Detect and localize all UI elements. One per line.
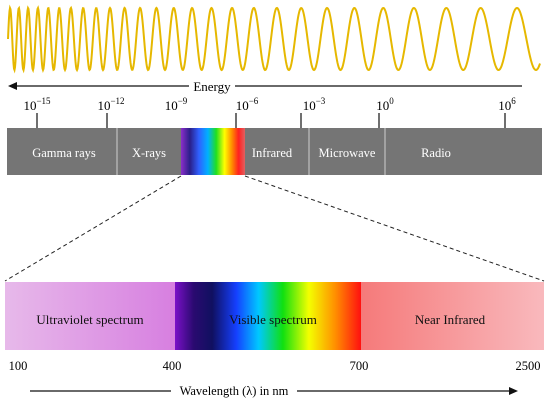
zoom-label-visible: Visible spectrum <box>229 312 317 327</box>
zoom-tick-100: 100 <box>9 359 28 373</box>
wavelength-tick-label: 106 <box>498 96 516 113</box>
wavelength-tick-label: 10−9 <box>165 96 188 113</box>
band-label-microwave: Microwave <box>319 146 376 160</box>
wavelength-tick-label: 10−6 <box>236 96 259 113</box>
tick-marks <box>36 113 506 128</box>
zoom-label-near-infrared: Near Infrared <box>415 312 486 327</box>
band-label-gamma: Gamma rays <box>32 146 96 160</box>
wavelength-tick-label: 10−15 <box>23 96 51 113</box>
energy-label: Energy <box>193 79 231 94</box>
band-label-infrared: Infrared <box>252 146 293 160</box>
wavelength-tick-labels: 10−15 10−12 10−9 10−6 10−3 100 106 <box>23 96 516 113</box>
wavelength-tick-label: 10−12 <box>97 96 124 113</box>
wavelength-axis-label: Wavelength (λ) in nm <box>180 384 289 398</box>
wavelength-tick-label: 100 <box>376 96 394 113</box>
band-separators <box>116 128 386 175</box>
spectrum-bar <box>7 128 542 175</box>
em-wave <box>7 4 541 74</box>
band-label-xrays: X-rays <box>132 146 166 160</box>
wavelength-tick-label: 10−3 <box>303 96 326 113</box>
zoom-tick-700: 700 <box>350 359 369 373</box>
zoom-visible-region <box>175 282 361 350</box>
visible-band-small <box>181 128 245 175</box>
zoom-lines <box>4 175 545 282</box>
zoom-near-infrared-region <box>361 282 544 350</box>
zoom-ultraviolet-region <box>5 282 175 350</box>
energy-arrow <box>8 82 522 90</box>
band-label-radio: Radio <box>421 146 451 160</box>
zoom-tick-2500: 2500 <box>516 359 541 373</box>
zoom-tick-400: 400 <box>163 359 182 373</box>
zoom-label-ultraviolet: Ultraviolet spectrum <box>36 312 143 327</box>
